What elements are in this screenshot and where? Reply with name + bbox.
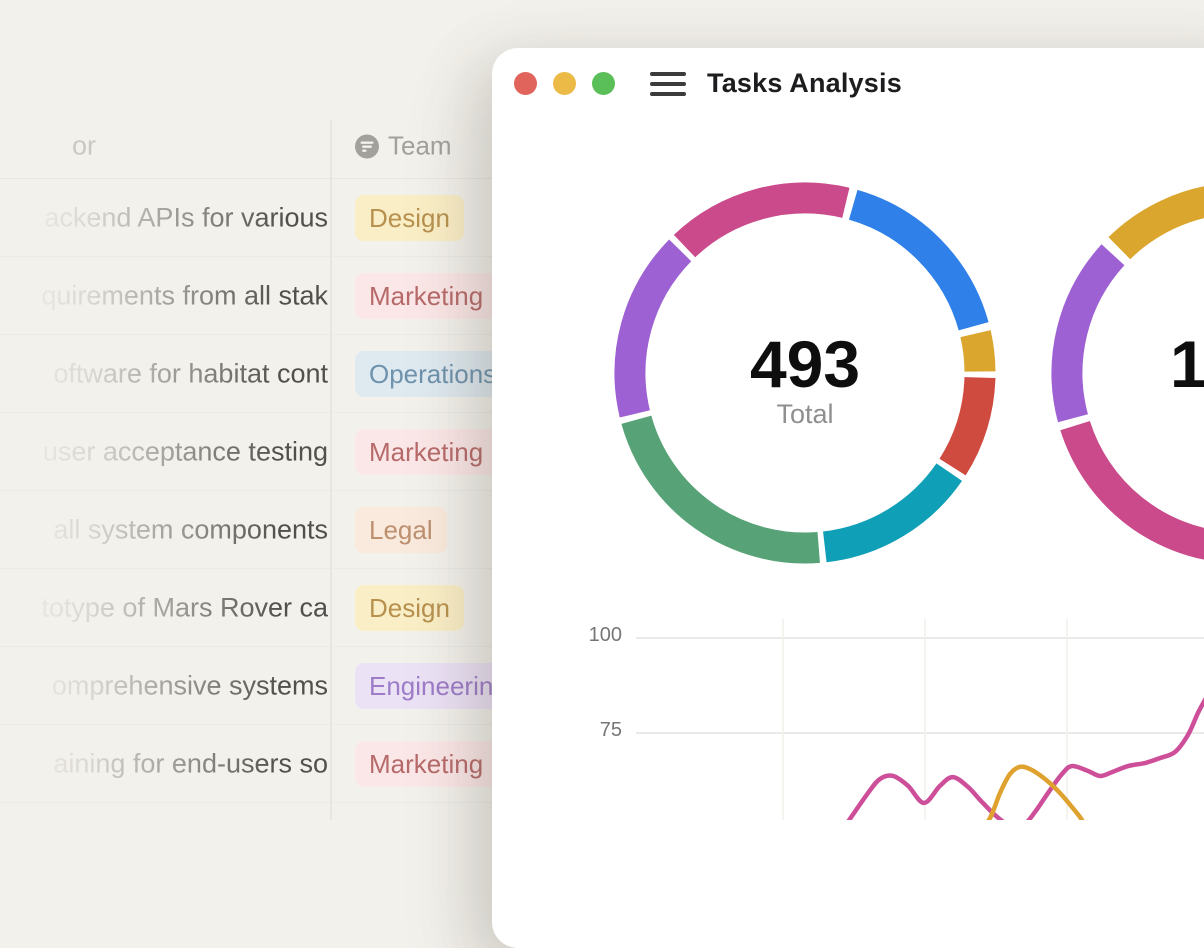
table-row[interactable]: ackend APIs for various Design <box>0 179 492 257</box>
task-text-cell[interactable]: totype of Mars Rover ca <box>41 592 328 622</box>
table-row[interactable]: omprehensive systems Engineering <box>0 647 522 725</box>
table-row[interactable]: user acceptance testing Marketing <box>0 413 498 491</box>
menu-button[interactable] <box>650 68 686 100</box>
team-column-header-label: Team <box>388 130 452 161</box>
table-row[interactable]: oftware for habitat cont Operations <box>0 335 511 413</box>
table-header-row: or Team <box>0 114 492 179</box>
task-text-cell[interactable]: aining for end-users so <box>53 748 328 778</box>
task-text-cell[interactable]: all system components <box>53 514 328 544</box>
team-badge[interactable]: Marketing <box>355 272 498 319</box>
close-button[interactable] <box>514 72 537 95</box>
table-row[interactable]: quirements from all stak Marketing <box>0 257 498 335</box>
task-text-cell[interactable]: omprehensive systems <box>51 670 328 700</box>
task-text-cell[interactable]: ackend APIs for various <box>44 202 328 232</box>
tasks-analysis-window: Tasks Analysis <box>492 48 1204 948</box>
hamburger-menu-icon <box>650 72 686 76</box>
page: { "page": { "background": "#f3f1ec" }, "… <box>0 48 1204 948</box>
team-badge[interactable]: Marketing <box>355 740 498 787</box>
team-badge[interactable]: Operations <box>355 350 511 397</box>
zoom-button[interactable] <box>592 72 615 95</box>
table-row[interactable]: totype of Mars Rover ca Design <box>0 569 492 647</box>
window-title: Tasks Analysis <box>707 68 902 98</box>
task-text-cell[interactable]: user acceptance testing <box>42 436 328 466</box>
table-row[interactable]: aining for end-users so Marketing <box>0 725 498 803</box>
column-divider <box>330 120 332 820</box>
minimize-button[interactable] <box>553 72 576 95</box>
filter-circle-icon <box>355 134 379 158</box>
background-table: or Team ackend APIs for various Design q… <box>0 114 522 820</box>
team-badge[interactable]: Design <box>355 584 464 631</box>
task-text-cell[interactable]: quirements from all stak <box>41 280 328 310</box>
table-row[interactable]: all system components Legal <box>0 491 492 569</box>
team-badge[interactable]: Legal <box>355 506 447 553</box>
team-column-header[interactable]: Team <box>355 131 452 162</box>
task-text-cell[interactable]: oftware for habitat cont <box>53 358 328 388</box>
team-badge[interactable]: Marketing <box>355 428 498 475</box>
team-badge[interactable]: Design <box>355 194 464 241</box>
left-column-header-fragment: or <box>72 130 97 161</box>
